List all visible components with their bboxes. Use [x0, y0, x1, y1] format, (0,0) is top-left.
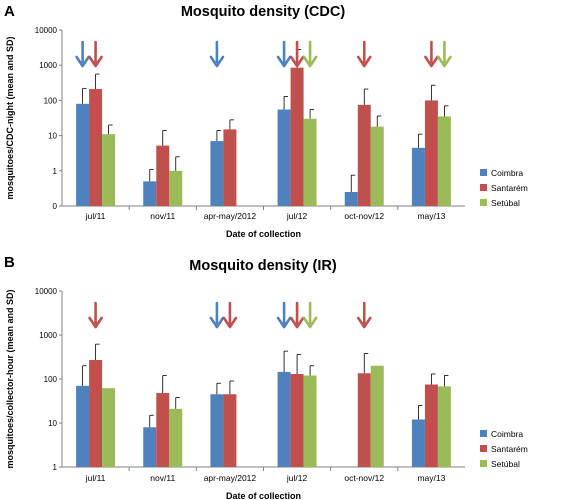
arrow-icon — [289, 55, 305, 68]
chart-title: Mosquito density (CDC) — [181, 4, 345, 20]
legend-swatch — [480, 199, 487, 206]
bar-setbal-may13 — [437, 116, 451, 206]
arrow-icon — [276, 316, 292, 329]
category-label: jul/11 — [85, 211, 106, 221]
bar-coimbra-jul12 — [277, 371, 291, 467]
chart-title: Mosquito density (IR) — [189, 258, 337, 274]
arrow-icon — [289, 316, 305, 329]
bar-santarm-jul12 — [290, 373, 304, 467]
bar-setbal-may13 — [437, 386, 451, 467]
bar-santarm-aprmay2012 — [223, 394, 237, 467]
y-tick-label: 10000 — [35, 287, 58, 296]
bar-santarm-aprmay2012 — [223, 129, 237, 206]
bar-coimbra-jul11 — [76, 385, 90, 467]
legend-label: Santarém — [491, 183, 528, 193]
arrow-icon — [88, 316, 103, 329]
arrow-icon — [356, 316, 372, 329]
bar-santarm-octnov12 — [357, 373, 371, 467]
arrow-icon — [209, 55, 225, 68]
bar-santarm-octnov12 — [357, 104, 371, 206]
bar-coimbra-may13 — [411, 419, 425, 467]
bar-setbal-jul11 — [102, 388, 116, 467]
bar-santarm-may13 — [424, 384, 438, 467]
bar-santarm-jul11 — [89, 360, 103, 467]
panel-letter: A — [4, 3, 15, 20]
bar-coimbra-octnov12 — [344, 191, 358, 206]
bar-coimbra-nov11 — [143, 181, 157, 206]
y-tick-label: 1 — [53, 463, 58, 472]
arrow-icon — [276, 55, 292, 68]
bar-santarm-may13 — [424, 100, 438, 206]
x-axis-title: Date of collection — [226, 229, 301, 239]
bar-santarm-nov11 — [156, 145, 170, 206]
y-tick-label: 0 — [53, 202, 58, 211]
arrow-icon — [302, 55, 318, 68]
bar-coimbra-jul12 — [277, 109, 291, 206]
bar-setbal-nov11 — [169, 170, 183, 206]
bar-santarm-nov11 — [156, 393, 170, 467]
legend-swatch — [480, 169, 487, 176]
legend-label: Coimbra — [491, 168, 523, 178]
bar-setbal-octnov12 — [370, 126, 384, 206]
bar-setbal-jul11 — [102, 134, 116, 206]
y-tick-label: 1000 — [39, 331, 57, 340]
bar-santarm-jul11 — [89, 89, 103, 206]
arrow-icon — [209, 316, 225, 329]
bar-setbal-octnov12 — [370, 365, 384, 467]
category-label: apr-may/2012 — [204, 211, 257, 221]
legend-swatch — [480, 184, 487, 191]
y-tick-label: 10 — [48, 132, 57, 141]
bar-setbal-jul12 — [303, 375, 317, 467]
y-tick-label: 1000 — [39, 61, 57, 70]
bar-santarm-jul12 — [290, 67, 304, 207]
category-label: oct-nov/12 — [344, 473, 384, 483]
category-label: oct-nov/12 — [344, 211, 384, 221]
category-label: jul/11 — [85, 473, 106, 483]
category-label: nov/11 — [150, 211, 175, 221]
y-axis-title: mosquitoes/CDC-night (mean and SD) — [5, 36, 15, 199]
category-label: may/13 — [417, 211, 445, 221]
legend-label: Coimbra — [491, 429, 523, 439]
y-tick-label: 10 — [48, 419, 57, 428]
panel-letter: B — [4, 254, 15, 271]
bar-coimbra-aprmay2012 — [210, 141, 224, 206]
y-tick-label: 10000 — [35, 26, 58, 35]
bar-setbal-jul12 — [303, 118, 317, 206]
legend-label: Setúbal — [491, 459, 520, 469]
arrow-icon — [424, 55, 439, 68]
bar-coimbra-aprmay2012 — [210, 394, 224, 467]
legend-swatch — [480, 430, 487, 437]
category-label: may/13 — [417, 473, 445, 483]
bar-coimbra-nov11 — [143, 427, 157, 467]
arrow-icon — [222, 316, 238, 329]
arrow-icon — [302, 316, 318, 329]
y-axis-title: mosquitoes/collector-hour (mean and SD) — [5, 289, 15, 468]
bar-coimbra-may13 — [411, 147, 425, 206]
bar-setbal-nov11 — [169, 408, 183, 467]
arrow-icon — [88, 55, 103, 68]
legend-swatch — [480, 460, 487, 467]
category-label: jul/12 — [286, 473, 308, 483]
legend-label: Setúbal — [491, 198, 520, 208]
y-tick-label: 1 — [53, 167, 58, 176]
category-label: nov/11 — [150, 473, 175, 483]
legend-swatch — [480, 445, 487, 452]
category-label: jul/12 — [286, 211, 308, 221]
y-tick-label: 100 — [44, 96, 58, 105]
arrow-icon — [75, 55, 90, 68]
arrow-icon — [437, 55, 452, 68]
legend-label: Santarém — [491, 444, 528, 454]
arrow-icon — [356, 55, 372, 68]
category-label: apr-may/2012 — [204, 473, 257, 483]
y-tick-label: 100 — [44, 375, 58, 384]
bar-coimbra-jul11 — [76, 103, 90, 206]
x-axis-title: Date of collection — [226, 491, 301, 500]
